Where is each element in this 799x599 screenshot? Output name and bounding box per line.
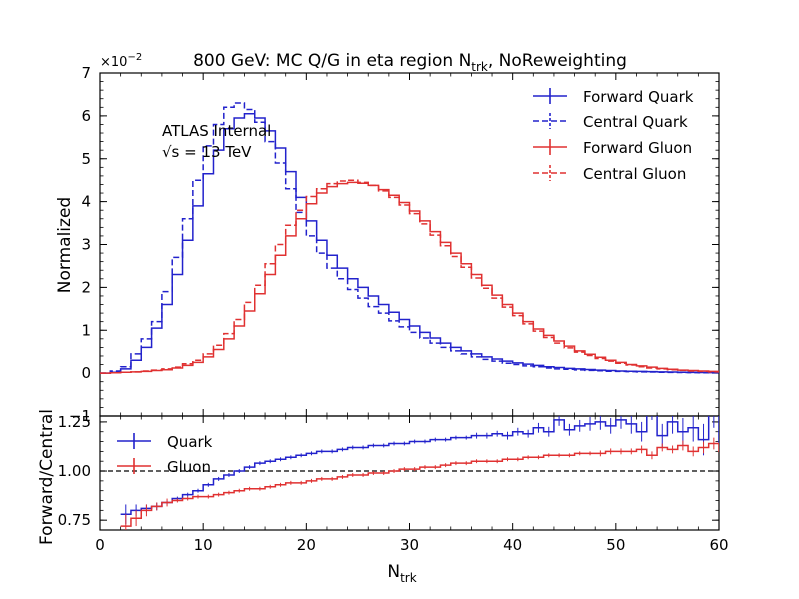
series-line-central-quark: [100, 102, 719, 374]
svg-text:Forward Quark: Forward Quark: [583, 88, 694, 106]
bottom-ytick-label: 0.75: [58, 511, 91, 529]
svg-text:Quark: Quark: [167, 433, 213, 451]
xtick-label: 0: [95, 536, 105, 554]
bottom-panel-ticks: 0.75 1.00 1.25 0 10 20 30 40 50 60: [58, 413, 729, 554]
legend-forward-gluon: Forward Gluon: [533, 139, 692, 157]
ratio-line-quark: [120, 416, 719, 516]
top-ytick-label: 5: [81, 150, 91, 168]
series-line-central-gluon: [100, 179, 719, 374]
legend-central-gluon: Central Gluon: [533, 165, 686, 183]
xtick-label: 60: [709, 536, 728, 554]
top-ytick-label: 4: [81, 193, 91, 211]
energy-label: √s = 13 TeV: [162, 143, 252, 161]
top-ylabel: Normalized: [55, 197, 75, 293]
bottom-ytick-label: 1.00: [58, 462, 91, 480]
bottom-ytick-label: 1.25: [58, 413, 91, 431]
legend-quark: Quark: [117, 433, 213, 451]
top-ytick-label: 7: [81, 64, 91, 82]
svg-text:Gluon: Gluon: [167, 458, 211, 476]
top-ytick-label: 6: [81, 107, 91, 125]
top-ytick-label: 0: [81, 364, 91, 382]
svg-text:Forward Gluon: Forward Gluon: [583, 139, 692, 157]
bottom-panel-series: [120, 416, 719, 530]
top-ytick-label: 1: [81, 321, 91, 339]
top-ytick-label: 2: [81, 278, 91, 296]
legend-central-quark: Central Quark: [533, 113, 688, 131]
legend-forward-quark: Forward Quark: [533, 88, 694, 106]
top-ytick-label: 3: [81, 236, 91, 254]
xtick-label: 10: [194, 536, 213, 554]
xlabel: Ntrk: [387, 562, 416, 585]
svg-text:Central Quark: Central Quark: [583, 113, 688, 131]
xtick-label: 50: [606, 536, 625, 554]
bottom-ylabel: Forward/Central: [37, 409, 57, 545]
ratio-series: [120, 416, 719, 530]
legend-gluon: Gluon: [117, 458, 211, 476]
ratio-line-gluon: [120, 442, 719, 527]
xtick-label: 20: [297, 536, 316, 554]
atlas-label: ATLAS Internal: [162, 122, 271, 140]
y-multiplier: ×10−2: [100, 52, 142, 70]
top-legend: Forward Quark Central Quark Forward Gluo…: [533, 88, 694, 183]
xtick-label: 30: [400, 536, 419, 554]
top-ytick-label: −1: [69, 407, 91, 425]
xtick-label: 40: [503, 536, 522, 554]
chart-title: 800 GeV: MC Q/G in eta region Ntrk, NoRe…: [193, 51, 627, 74]
top-panel-series: [100, 102, 719, 374]
bottom-legend: Quark Gluon: [117, 433, 213, 476]
svg-text:Central Gluon: Central Gluon: [583, 165, 686, 183]
